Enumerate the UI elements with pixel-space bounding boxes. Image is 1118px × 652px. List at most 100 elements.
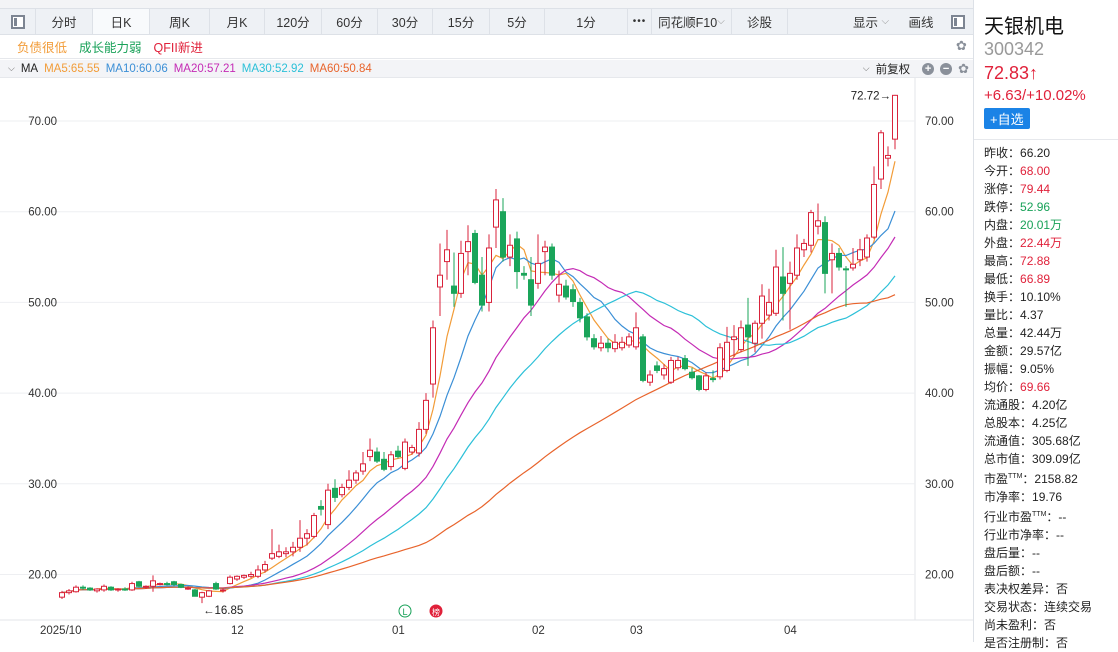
tab-period[interactable]: 120分 [265,9,322,34]
stat-label: 表决权差异： [984,582,1057,596]
tab-period[interactable]: 5分 [490,9,545,34]
x-tick-label: 02 [532,625,545,637]
candle-body [451,285,457,294]
kline-chart[interactable]: 20.00 20.00 30.00 30.00 40.00 40.00 50.00 50.00… [0,0,973,642]
zoom-out-icon[interactable]: − [940,62,953,75]
stat-value: 4.25亿 [1032,416,1068,430]
tab-period[interactable]: 分时 [36,9,93,34]
y-tick-label-left: 50.00 [28,297,57,309]
candle-body [514,238,520,273]
candle-body [710,378,716,381]
candle-body [836,252,842,268]
y-tick-label-right: 20.00 [925,570,954,582]
stat-row: 昨收：66.20 [984,144,1118,162]
tab-period[interactable]: 日K [93,9,150,34]
candle-body [346,479,352,488]
adjust-dropdown[interactable]: 前复权 [875,63,911,76]
stat-label: 昨收： [984,146,1021,160]
candle-body [143,585,149,588]
ma-indicator-row: ⌵ MA MA5:65.55 MA10:60.06 MA20:57.21 MA30:5… [0,60,973,78]
toggle-right-panel-button[interactable] [943,9,973,34]
stat-row: 涨停：79.44 [984,180,1118,198]
candle-body [598,342,604,349]
y-tick-label-right: 60.00 [925,207,954,219]
candle-body [332,487,338,498]
stat-row: 外盘：22.44万 [984,234,1118,252]
stat-value: 否 [1056,636,1069,650]
zoom-in-icon[interactable]: + [922,62,935,75]
display-dropdown[interactable]: 显示 ⌵ [843,9,899,34]
stat-label: 市净率： [984,490,1033,504]
stat-row: 表决权差异：否 [984,580,1118,598]
stat-label: 行业市盈 [984,510,1033,524]
stat-label: 换手： [984,290,1021,304]
chevron-down-icon: ⌵ [862,63,870,73]
chevron-down-icon: ⌵ [881,16,890,27]
tab-period[interactable]: 15分 [433,9,490,34]
f10-dropdown[interactable]: 同花顺F10 ⌵ [652,9,732,34]
chevron-down-icon: ⌵ [717,16,725,27]
draw-line-button[interactable]: 画线 [908,16,934,30]
ma-title[interactable]: MA [20,62,39,75]
ma-value: MA20:57.21 [173,62,236,75]
candle-body [283,551,289,555]
candle-body [262,564,268,571]
candle-body [430,327,436,385]
tab-period[interactable]: 30分 [378,9,433,34]
toggle-left-panel-button[interactable] [0,9,36,34]
candle-body [220,589,226,592]
stat-row: 是否注册制：否 [984,634,1118,652]
stat-value: 否 [1044,618,1057,632]
add-watchlist-button[interactable]: +自选 [984,108,1030,129]
candle-body [80,586,86,589]
stock-tag[interactable]: 负债很低 [17,41,68,55]
stock-tag[interactable]: 成长能力弱 [79,41,142,55]
stat-value: 4.37 [1020,308,1044,322]
stat-label: 行业市净率： [984,528,1057,542]
stat-label: 总股本： [984,416,1033,430]
tab-period[interactable]: 月K [210,9,265,34]
price-change: +6.63/+10.02% [984,87,1086,104]
stat-row: 最高：72.88 [984,252,1118,270]
stat-value: 52.96 [1020,200,1051,214]
candle-body [402,441,408,469]
stat-value: 79.44 [1020,182,1051,196]
stock-name: 天银机电 [984,16,1064,38]
candle-body [269,553,275,559]
candle-body [822,222,828,274]
candle-body [857,249,863,261]
candle-body [738,327,744,351]
tab-period[interactable]: 1分 [545,9,628,34]
candle-body [136,581,142,587]
panel-icon [10,14,25,29]
more-button[interactable]: ••• [628,9,652,34]
event-marker-label: L [402,607,407,617]
stat-value: 9.05% [1020,362,1055,376]
stat-row: 交易状态：连续交易 [984,598,1118,616]
candle-body [129,583,135,591]
ma-line [61,275,896,594]
candle-body [577,301,583,319]
stat-label: 今开： [984,164,1021,178]
candle-body [248,574,254,577]
panel-icon [951,14,965,29]
tab-period[interactable]: 周K [150,9,210,34]
candle-body [255,569,261,577]
candle-body [535,262,541,284]
candle-body [619,341,625,349]
tab-period[interactable]: 60分 [322,9,378,34]
candle-body [311,515,317,537]
stock-tag[interactable]: QFII新进 [153,41,203,55]
stat-row: 总股本：4.25亿 [984,414,1118,432]
stat-row: 量比：4.37 [984,306,1118,324]
gear-icon[interactable]: ✿ [956,38,967,53]
diagnose-button[interactable]: 诊股 [732,9,788,34]
candle-body [416,428,422,454]
gear-icon[interactable]: ✿ [958,60,969,76]
chevron-down-icon[interactable]: ⌵ [8,63,15,73]
candle-body [360,463,366,472]
candle-body [353,472,359,481]
candle-body [479,274,485,306]
x-tick-label: 01 [392,625,405,637]
stat-value: 22.44万 [1020,236,1063,250]
